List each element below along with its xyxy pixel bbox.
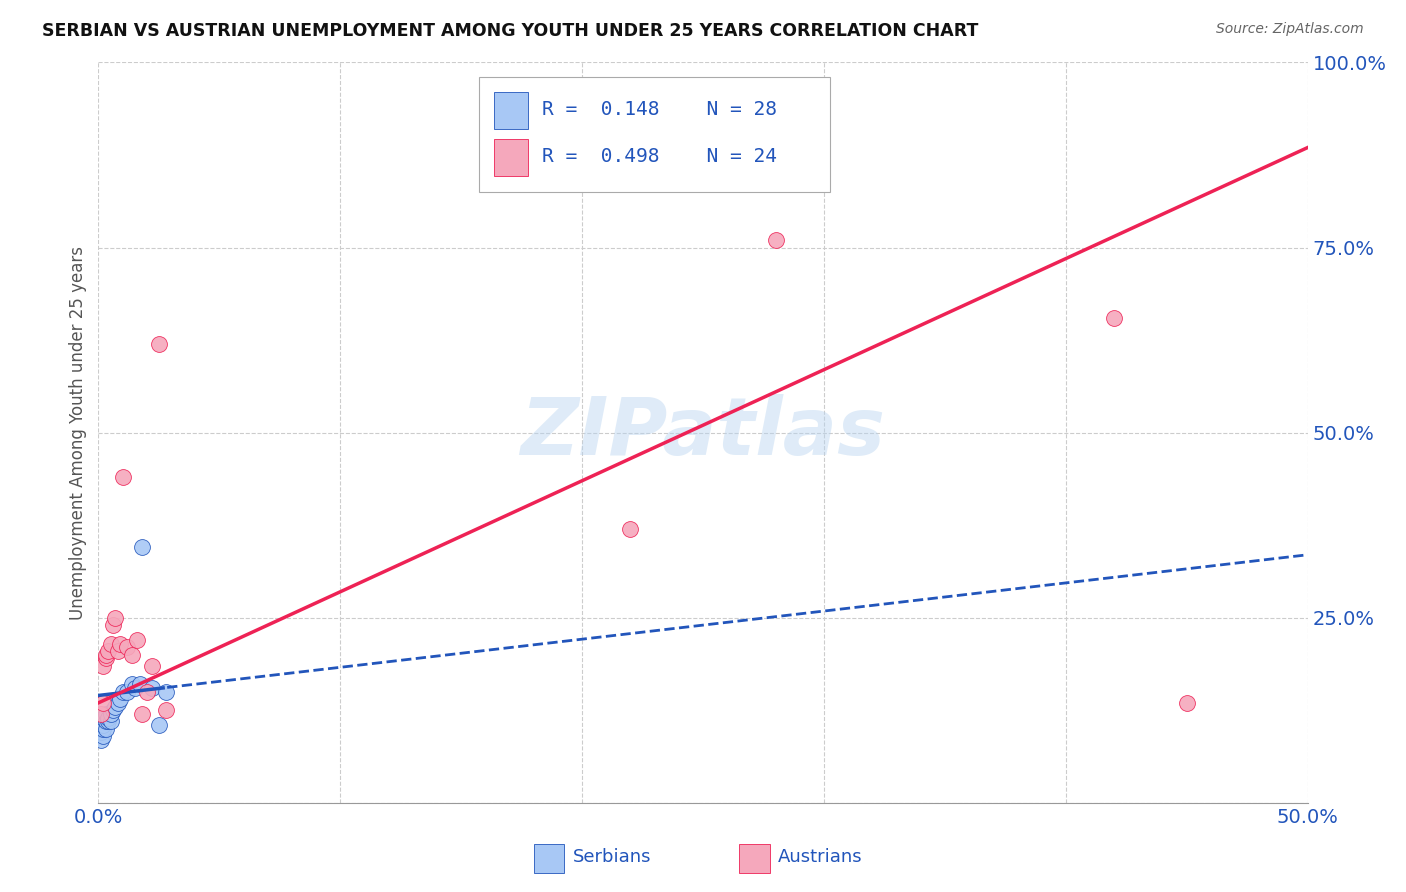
Point xyxy=(90,714,112,729)
Point xyxy=(97,644,120,658)
Point xyxy=(90,725,112,739)
Point xyxy=(117,640,139,655)
Point xyxy=(128,677,150,691)
Text: Austrians: Austrians xyxy=(778,848,863,866)
Point xyxy=(619,522,641,536)
Point xyxy=(101,618,124,632)
Point xyxy=(90,732,112,747)
Point xyxy=(100,714,122,729)
Point xyxy=(111,470,134,484)
Point xyxy=(94,722,117,736)
Point xyxy=(141,658,163,673)
Bar xyxy=(494,138,527,176)
Point xyxy=(131,706,153,721)
Point xyxy=(90,706,112,721)
Point xyxy=(111,685,134,699)
Bar xyxy=(494,92,527,129)
Point xyxy=(104,699,127,714)
Point xyxy=(108,692,131,706)
Point xyxy=(91,658,114,673)
Point xyxy=(148,718,170,732)
Point xyxy=(107,644,129,658)
Point xyxy=(141,681,163,695)
Point xyxy=(135,685,157,699)
Point xyxy=(97,711,120,725)
Text: Serbians: Serbians xyxy=(572,848,651,866)
Point xyxy=(94,648,117,662)
Point xyxy=(155,685,177,699)
Text: R =  0.498    N = 24: R = 0.498 N = 24 xyxy=(543,147,778,166)
Point xyxy=(94,706,117,721)
Point xyxy=(1175,696,1198,710)
Point xyxy=(127,632,149,647)
Point xyxy=(91,696,114,710)
Point xyxy=(101,703,124,717)
Point xyxy=(100,637,122,651)
Point xyxy=(97,714,120,729)
Point xyxy=(94,714,117,729)
Bar xyxy=(740,844,769,873)
FancyBboxPatch shape xyxy=(479,78,830,192)
Point xyxy=(91,729,114,743)
Point xyxy=(148,336,170,351)
Point xyxy=(90,722,112,736)
Point xyxy=(91,711,114,725)
Text: Source: ZipAtlas.com: Source: ZipAtlas.com xyxy=(1216,22,1364,37)
Text: ZIPatlas: ZIPatlas xyxy=(520,393,886,472)
Y-axis label: Unemployment Among Youth under 25 years: Unemployment Among Youth under 25 years xyxy=(69,245,87,620)
Point xyxy=(1102,310,1125,325)
Point xyxy=(155,703,177,717)
Point xyxy=(765,233,787,247)
Point xyxy=(124,681,146,695)
Point xyxy=(91,718,114,732)
Text: SERBIAN VS AUSTRIAN UNEMPLOYMENT AMONG YOUTH UNDER 25 YEARS CORRELATION CHART: SERBIAN VS AUSTRIAN UNEMPLOYMENT AMONG Y… xyxy=(42,22,979,40)
Point xyxy=(104,610,127,624)
Point xyxy=(131,541,153,555)
Point xyxy=(100,706,122,721)
Bar xyxy=(534,844,564,873)
Point xyxy=(91,722,114,736)
Point xyxy=(107,696,129,710)
Point xyxy=(94,651,117,665)
Point xyxy=(108,637,131,651)
Point xyxy=(121,648,143,662)
Point xyxy=(121,677,143,691)
Text: R =  0.148    N = 28: R = 0.148 N = 28 xyxy=(543,100,778,119)
Point xyxy=(117,685,139,699)
